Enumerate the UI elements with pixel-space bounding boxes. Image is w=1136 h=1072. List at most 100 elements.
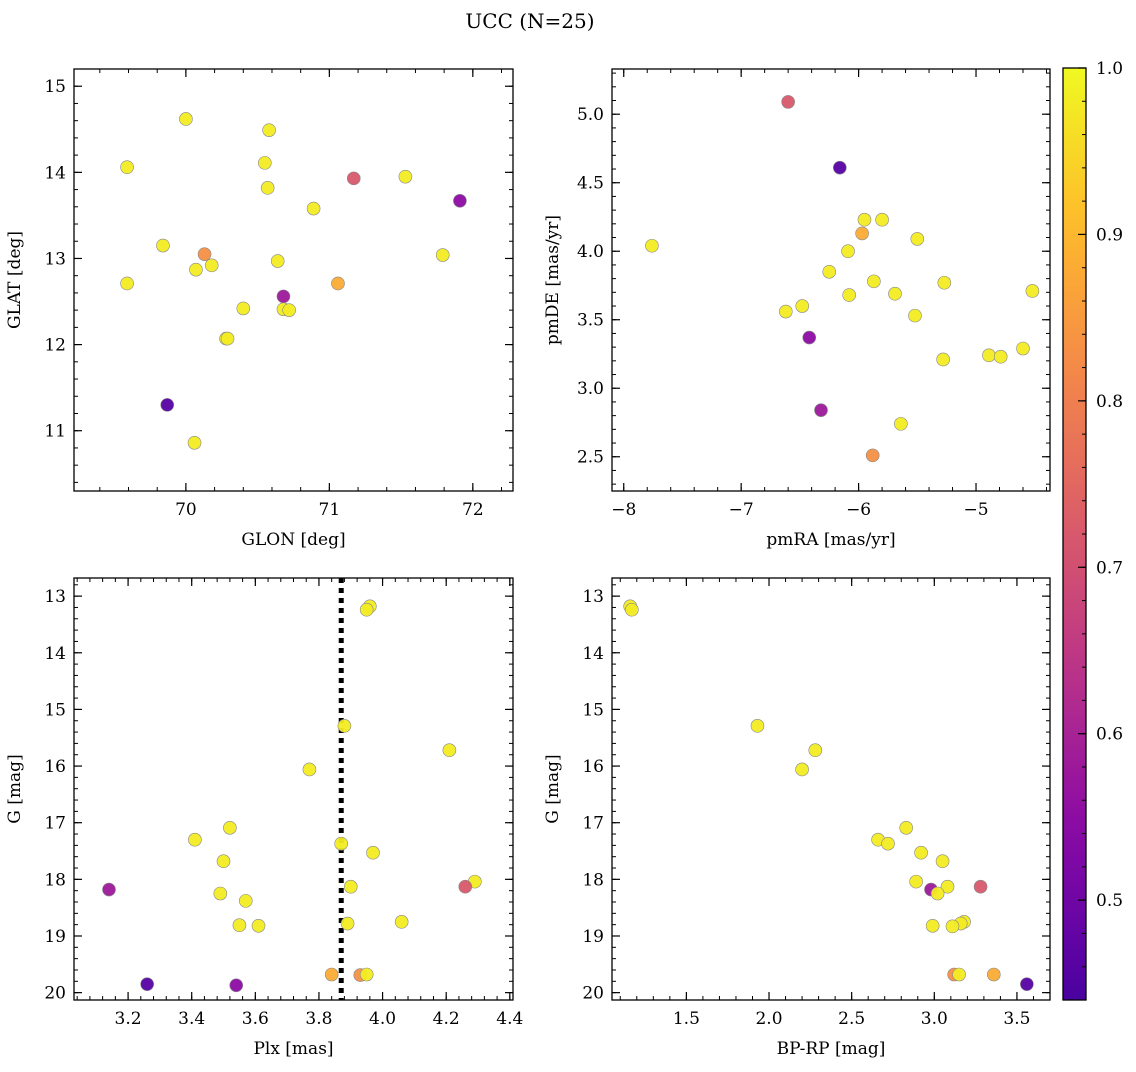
data-point xyxy=(359,967,374,982)
y-axis-label: G [mag] xyxy=(543,754,563,823)
data-point xyxy=(1025,284,1040,298)
data-point xyxy=(625,602,639,617)
x-axis-label: BP-RP [mag] xyxy=(777,1039,886,1059)
data-point xyxy=(940,879,955,894)
y-tick-label: 15 xyxy=(44,700,66,720)
x-tick-label: 3.4 xyxy=(178,1009,205,1029)
data-point xyxy=(156,238,170,253)
data-point xyxy=(187,435,202,450)
data-point xyxy=(822,264,837,279)
colorbar-tick-label: 0.8 xyxy=(1096,392,1123,412)
colorbar-tick-label: 0.5 xyxy=(1096,891,1123,911)
data-point xyxy=(346,171,361,186)
y-tick-label: 4.0 xyxy=(577,242,604,262)
y-tick-label: 5.0 xyxy=(577,105,604,125)
data-point xyxy=(260,181,275,195)
data-point xyxy=(238,894,253,908)
data-point xyxy=(993,349,1008,364)
data-point xyxy=(343,879,358,894)
data-point xyxy=(197,247,212,261)
x-tick-label: 4.2 xyxy=(433,1009,460,1029)
data-point xyxy=(935,854,950,869)
data-point xyxy=(458,879,473,894)
data-point xyxy=(394,915,409,929)
data-point xyxy=(936,352,950,367)
y-tick-label: 11 xyxy=(44,422,66,442)
y-tick-label: 14 xyxy=(44,163,66,183)
data-point xyxy=(795,299,810,313)
data-point xyxy=(925,918,940,933)
data-point xyxy=(894,417,908,431)
data-point xyxy=(802,330,817,345)
data-point xyxy=(120,276,134,291)
data-point xyxy=(973,879,988,894)
data-point xyxy=(982,348,996,363)
plot-frame xyxy=(73,577,514,1001)
data-point xyxy=(875,212,889,227)
data-point xyxy=(435,248,450,262)
y-axis-label: G [mag] xyxy=(5,754,25,823)
data-point xyxy=(910,232,925,246)
y-tick-label: 3.0 xyxy=(577,379,604,399)
data-point xyxy=(188,832,202,847)
data-point xyxy=(855,226,869,241)
data-point xyxy=(366,845,380,860)
data-point xyxy=(102,882,116,897)
x-axis-label: pmRA [mas/yr] xyxy=(766,530,895,550)
data-point xyxy=(216,854,231,869)
plot-frame xyxy=(73,68,514,492)
x-tick-label: −5 xyxy=(963,500,988,520)
data-point xyxy=(867,274,881,289)
data-point xyxy=(808,743,823,757)
y-tick-label: 17 xyxy=(582,814,604,834)
y-tick-label: 16 xyxy=(44,757,66,777)
y-tick-label: 19 xyxy=(582,927,604,947)
data-point xyxy=(220,331,235,346)
data-point xyxy=(987,967,1001,982)
data-point xyxy=(262,123,276,137)
panel-pmra-pmde: −8 −7 −6 −5 2.5 3.0 3.5 4.0 4.5 5.0 pmRA [mas/yr] p… xyxy=(543,68,1051,550)
data-point xyxy=(833,160,847,175)
data-point xyxy=(340,916,355,931)
data-point xyxy=(914,845,928,860)
plot-frame xyxy=(611,68,1051,492)
y-tick-label: 13 xyxy=(44,249,66,269)
x-axis-label: GLON [deg] xyxy=(241,530,345,550)
y-axis-label: GLAT [deg] xyxy=(5,231,25,329)
y-tick-label: 3.5 xyxy=(577,311,604,331)
y-tick-label: 13 xyxy=(582,587,604,607)
y-tick-label: 16 xyxy=(582,757,604,777)
x-tick-label: 4.4 xyxy=(496,1009,523,1029)
data-point xyxy=(306,201,321,216)
data-point xyxy=(930,886,945,901)
data-point xyxy=(232,918,247,933)
y-tick-label: 20 xyxy=(44,984,66,1004)
data-point xyxy=(1020,977,1034,991)
data-point xyxy=(795,762,809,777)
colorbar-tick-label: 1.0 xyxy=(1096,59,1123,79)
data-point xyxy=(270,254,285,268)
data-point xyxy=(251,918,266,933)
y-tick-label: 14 xyxy=(44,644,66,664)
colorbar-tick-label: 0.9 xyxy=(1096,225,1123,245)
y-tick-label: 20 xyxy=(582,984,604,1004)
colorbar-tick-label: 0.7 xyxy=(1096,558,1123,578)
data-point xyxy=(865,448,880,463)
panel-glon-glat: 70 71 72 11 12 13 14 15 GLON [deg] GLAT [deg] xyxy=(5,68,514,550)
x-tick-label: 1.5 xyxy=(673,1009,700,1029)
data-point xyxy=(857,212,872,227)
y-tick-label: 19 xyxy=(44,927,66,947)
panel-bprp-g: 1.5 2.0 2.5 3.0 3.5 13 14 15 16 17 18 19 20 BP-RP [ma… xyxy=(543,577,1051,1059)
data-point xyxy=(778,304,793,319)
x-tick-label: 3.2 xyxy=(115,1009,142,1029)
data-point xyxy=(229,978,244,993)
x-tick-label: −6 xyxy=(846,500,871,520)
y-axis-label: pmDE [mas/yr] xyxy=(543,215,563,345)
data-point xyxy=(750,719,765,733)
y-tick-label: 4.5 xyxy=(577,174,604,194)
data-point xyxy=(258,156,272,170)
x-tick-label: 3.5 xyxy=(1003,1009,1030,1029)
data-point xyxy=(453,193,467,208)
data-point xyxy=(899,821,914,835)
